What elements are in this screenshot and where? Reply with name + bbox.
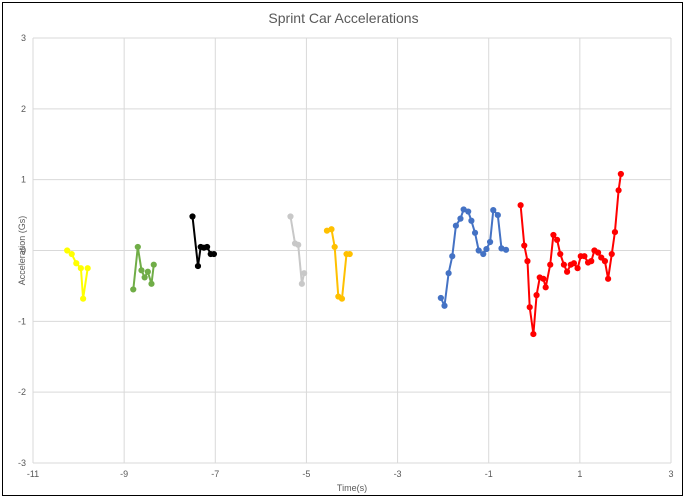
data-point bbox=[517, 202, 524, 209]
data-point bbox=[194, 262, 202, 270]
data-point bbox=[328, 226, 335, 233]
data-point bbox=[615, 187, 622, 194]
data-point bbox=[338, 295, 346, 302]
data-point bbox=[608, 250, 615, 258]
data-point bbox=[601, 258, 609, 265]
data-point bbox=[490, 207, 497, 214]
series-line bbox=[326, 228, 350, 300]
chart-title: Sprint Car Accelerations bbox=[268, 10, 419, 26]
y-tick-label: -2 bbox=[18, 387, 26, 397]
data-point bbox=[605, 275, 612, 282]
data-point bbox=[550, 231, 557, 239]
data-point bbox=[287, 213, 294, 220]
x-tick-label: -1 bbox=[485, 469, 493, 479]
data-point bbox=[298, 280, 305, 287]
data-point bbox=[557, 250, 564, 258]
data-point bbox=[524, 258, 531, 265]
y-tick-label: 1 bbox=[21, 175, 26, 185]
y-tick-label: 3 bbox=[21, 33, 26, 43]
data-point bbox=[68, 250, 75, 258]
data-point bbox=[64, 247, 71, 254]
x-tick-label: -5 bbox=[302, 469, 310, 479]
data-point bbox=[80, 295, 87, 302]
data-point bbox=[346, 250, 353, 258]
x-tick-label: 1 bbox=[577, 469, 582, 479]
data-point bbox=[563, 268, 571, 275]
data-point bbox=[574, 265, 581, 272]
data-point bbox=[542, 284, 549, 291]
data-point bbox=[465, 208, 472, 215]
data-point bbox=[502, 246, 510, 253]
data-point bbox=[441, 302, 448, 309]
data-point bbox=[295, 241, 302, 248]
data-point bbox=[540, 275, 547, 282]
data-point bbox=[570, 260, 578, 267]
data-point bbox=[533, 292, 540, 299]
data-point bbox=[594, 249, 602, 256]
data-point bbox=[483, 245, 490, 253]
x-tick-label: -3 bbox=[394, 469, 402, 479]
y-tick-label: -3 bbox=[18, 458, 26, 468]
data-point bbox=[553, 236, 561, 243]
x-tick-label: -11 bbox=[27, 469, 39, 479]
data-point bbox=[150, 261, 157, 268]
data-point bbox=[73, 260, 80, 267]
data-point bbox=[480, 250, 487, 258]
data-point bbox=[494, 211, 501, 219]
data-point bbox=[130, 286, 137, 293]
data-point bbox=[203, 243, 211, 251]
data-point bbox=[475, 247, 482, 254]
y-tick-label: -1 bbox=[18, 316, 26, 326]
y-tick-label: 0 bbox=[21, 246, 26, 256]
data-point bbox=[77, 265, 84, 272]
data-point bbox=[530, 330, 537, 338]
data-point bbox=[141, 274, 148, 281]
chart-area bbox=[2, 2, 683, 496]
data-point bbox=[611, 228, 619, 236]
data-point bbox=[84, 265, 91, 272]
x-tick-label: -7 bbox=[211, 469, 219, 479]
series-line bbox=[519, 173, 622, 336]
x-tick-label: 3 bbox=[668, 469, 673, 479]
series-line bbox=[66, 249, 89, 300]
data-point bbox=[210, 250, 218, 258]
data-point bbox=[598, 254, 605, 261]
data-point bbox=[486, 238, 494, 246]
data-point bbox=[521, 242, 528, 249]
data-point bbox=[138, 267, 145, 274]
data-point bbox=[560, 261, 568, 268]
data-point bbox=[452, 222, 460, 229]
y-tick-label: 2 bbox=[21, 104, 26, 114]
data-point bbox=[588, 258, 595, 265]
data-point bbox=[445, 270, 452, 277]
data-point bbox=[457, 215, 464, 222]
data-point bbox=[437, 294, 444, 302]
x-axis-title: Time(s) bbox=[337, 483, 367, 493]
x-tick-label: -9 bbox=[120, 469, 128, 479]
data-point bbox=[526, 304, 533, 311]
data-point bbox=[189, 213, 196, 220]
data-point bbox=[144, 268, 151, 275]
data-point bbox=[581, 253, 588, 260]
data-point bbox=[449, 253, 456, 260]
data-point bbox=[301, 270, 308, 277]
data-point bbox=[148, 280, 155, 287]
data-point bbox=[331, 243, 338, 251]
y-axis-title: Acceleration (Gs) bbox=[17, 216, 27, 286]
data-point bbox=[471, 229, 479, 236]
data-point bbox=[547, 261, 554, 268]
data-point bbox=[617, 170, 624, 178]
data-point bbox=[134, 243, 141, 251]
series-line bbox=[191, 216, 214, 268]
data-point bbox=[468, 217, 475, 224]
